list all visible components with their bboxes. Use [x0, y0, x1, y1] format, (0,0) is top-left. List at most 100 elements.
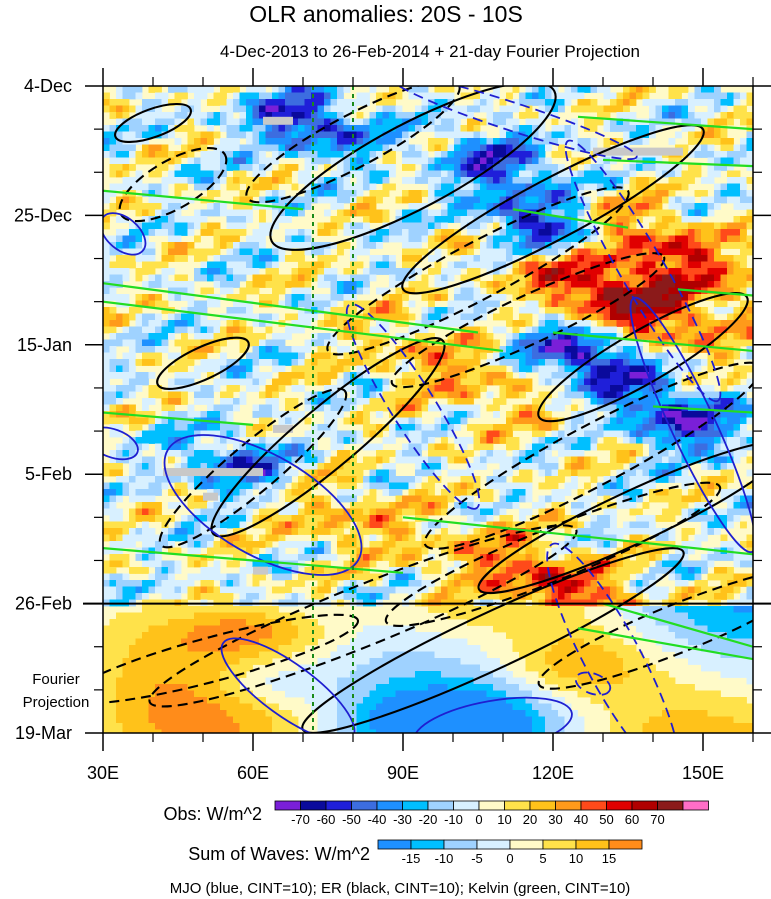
heat-cell [519, 476, 526, 483]
heat-cell [571, 190, 578, 197]
heat-cell [610, 229, 617, 236]
heat-cell [343, 476, 351, 483]
heat-cell [694, 333, 702, 340]
heat-cell [408, 118, 416, 126]
heat-cell [499, 385, 507, 392]
heat-cell [603, 300, 611, 308]
heat-cell [239, 222, 247, 230]
heat-cell [720, 391, 728, 399]
heat-cell [155, 222, 162, 230]
heat-cell [675, 411, 682, 418]
heat-cell [382, 313, 390, 321]
heat-cell [467, 190, 474, 197]
heat-cell [714, 404, 721, 412]
heat-cell [311, 196, 318, 204]
heat-cell [142, 469, 149, 477]
heat-cell [174, 196, 182, 204]
heat-cell [434, 469, 442, 477]
heat-cell [376, 326, 383, 334]
heat-cell [376, 320, 383, 327]
heat-cell [558, 469, 565, 477]
heat-cell [441, 437, 448, 444]
heat-cell [395, 92, 403, 100]
heat-cell [616, 424, 624, 431]
heat-cell [629, 300, 637, 308]
heat-cell [740, 398, 747, 405]
heat-cell [311, 456, 318, 464]
heat-cell [668, 112, 676, 119]
heat-cell [434, 463, 442, 470]
heat-cell [311, 274, 318, 282]
heat-cell [662, 320, 669, 327]
heat-cell [740, 326, 747, 334]
heat-cell [499, 456, 507, 464]
heat-cell [298, 456, 305, 464]
heat-cell [246, 443, 253, 451]
heat-cell [551, 112, 559, 119]
heat-cell [460, 333, 468, 340]
heat-cell [733, 430, 741, 438]
heat-cell [382, 105, 390, 113]
heat-cell [207, 398, 214, 405]
heat-cell [551, 190, 559, 197]
heat-cell [564, 125, 572, 132]
heat-cell [421, 424, 429, 431]
heat-cell [408, 450, 416, 457]
heat-cell [733, 229, 741, 236]
heat-cell [636, 313, 643, 321]
heat-cell [161, 391, 169, 399]
heat-cell [577, 86, 585, 93]
heat-cell [161, 404, 169, 412]
heat-cell [584, 365, 591, 373]
heat-cell [428, 294, 435, 301]
heat-cell [343, 313, 351, 321]
heat-cell [129, 248, 136, 256]
heat-cell [363, 424, 370, 431]
heat-cell [434, 313, 442, 321]
heat-cell [694, 437, 702, 444]
heat-cell [525, 333, 533, 340]
heat-cell [597, 105, 604, 113]
heat-cell [291, 229, 299, 236]
heat-cell [252, 359, 260, 366]
heat-cell [213, 261, 221, 269]
heat-cell [103, 268, 110, 275]
heat-cell [733, 391, 741, 399]
heat-cell [447, 391, 455, 399]
heat-cell [629, 450, 637, 457]
heat-cell [122, 105, 130, 113]
heat-cell [532, 255, 539, 262]
heat-cell [545, 372, 552, 379]
heat-cell [480, 372, 487, 379]
heat-cell [363, 222, 370, 230]
heat-cell [161, 339, 169, 347]
heat-cell [122, 365, 130, 373]
heat-cell [408, 92, 416, 100]
heat-cell [220, 229, 227, 236]
heat-cell [525, 118, 533, 126]
heat-cell [265, 424, 273, 431]
heat-cell [694, 242, 702, 249]
heat-cell [109, 469, 117, 477]
heat-cell [265, 313, 273, 321]
heat-cell [382, 268, 390, 275]
heat-cell [707, 404, 715, 412]
heat-cell [564, 391, 572, 399]
heat-cell [324, 307, 331, 314]
heat-cell [519, 190, 526, 197]
heat-cell [532, 404, 539, 412]
heat-cell [174, 222, 182, 230]
heat-cell [571, 326, 578, 334]
heat-cell [532, 450, 539, 457]
heat-cell [506, 281, 513, 288]
heat-cell [200, 424, 208, 431]
heat-cell [226, 209, 234, 217]
heat-cell [688, 235, 695, 243]
heat-cell [226, 183, 234, 191]
heat-cell [330, 203, 338, 210]
heat-cell [545, 320, 552, 327]
heat-cell [363, 404, 370, 412]
heat-cell [610, 385, 617, 392]
heat-cell [135, 378, 143, 386]
heat-cell [187, 287, 195, 295]
